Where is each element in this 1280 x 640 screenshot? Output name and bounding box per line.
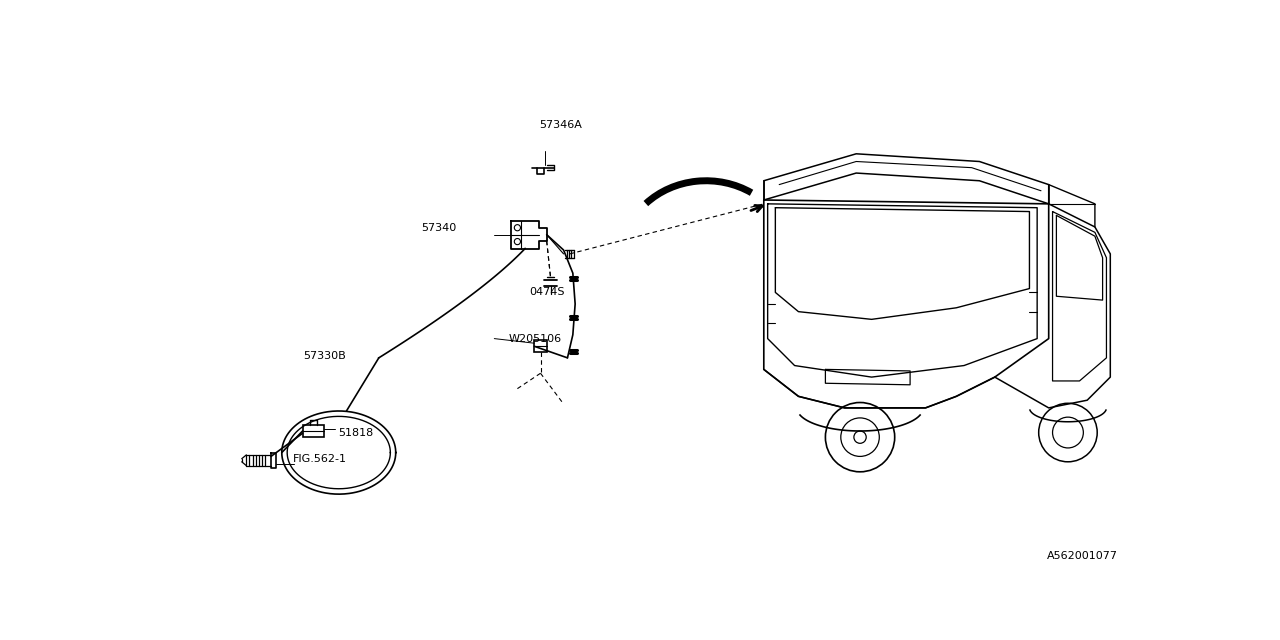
Text: 0474S: 0474S xyxy=(530,287,566,296)
Text: 51818: 51818 xyxy=(338,428,374,438)
Text: A562001077: A562001077 xyxy=(1047,551,1117,561)
Text: 57340: 57340 xyxy=(421,223,457,234)
Text: 57346A: 57346A xyxy=(539,120,582,129)
Bar xyxy=(302,425,324,437)
Text: FIG.562-1: FIG.562-1 xyxy=(293,454,347,465)
Bar xyxy=(534,340,547,353)
Text: 57330B: 57330B xyxy=(303,351,346,360)
Text: W205106: W205106 xyxy=(508,333,562,344)
